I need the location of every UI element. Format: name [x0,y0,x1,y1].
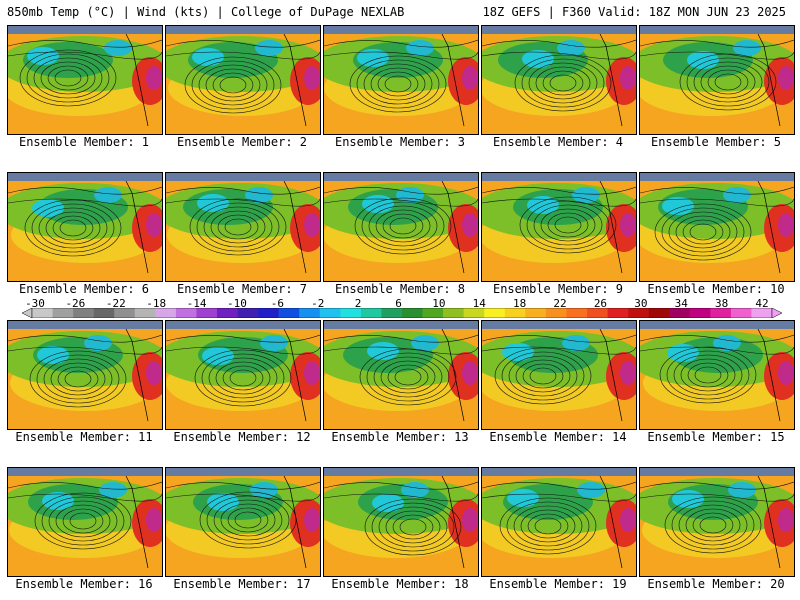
temperature-map [8,468,162,576]
ensemble-map-panel [639,25,795,135]
ensemble-member-caption: Ensemble Member: 18 [331,577,469,591]
ensemble-member-caption: Ensemble Member: 16 [15,577,153,591]
ensemble-member-caption: Ensemble Member: 2 [176,135,308,149]
temperature-map [482,26,636,134]
ensemble-member-caption: Ensemble Member: 6 [18,282,150,296]
colorbar-tick: 34 [674,297,688,310]
ensemble-map-panel [481,172,637,282]
ensemble-map-panel [165,172,321,282]
ensemble-map-panel [7,467,163,577]
ensemble-member-caption: Ensemble Member: 13 [331,430,469,444]
colorbar-tick: -14 [186,297,207,310]
temperature-map [640,26,794,134]
ensemble-member-caption: Ensemble Member: 1 [18,135,150,149]
ensemble-map-panel [481,320,637,430]
colorbar-tick: 2 [354,297,362,310]
ensemble-map-panel [165,467,321,577]
ensemble-map-panel [7,320,163,430]
ensemble-map-panel [7,172,163,282]
temperature-colorbar [22,308,782,318]
colorbar-tick: 18 [513,297,527,310]
ensemble-member-caption: Ensemble Member: 3 [334,135,466,149]
colorbar-tick: 10 [432,297,446,310]
ensemble-member-caption: Ensemble Member: 12 [173,430,311,444]
colorbar-tick: -6 [270,297,284,310]
ensemble-map-panel [165,320,321,430]
colorbar-tick: 22 [553,297,567,310]
temperature-map [324,173,478,281]
temperature-map [640,468,794,576]
temperature-map [482,321,636,429]
temperature-map [324,321,478,429]
ensemble-map-panel [323,467,479,577]
colorbar-tick: 26 [593,297,608,310]
ensemble-member-caption: Ensemble Member: 14 [489,430,627,444]
temperature-map [166,468,320,576]
ensemble-map-panel [7,25,163,135]
colorbar-tick: 42 [755,297,769,310]
colorbar-tick: 30 [634,297,648,310]
colorbar-tick: 38 [714,297,729,310]
temperature-map [166,26,320,134]
ensemble-map-panel [481,25,637,135]
ensemble-member-caption: Ensemble Member: 17 [173,577,311,591]
temperature-map [8,26,162,134]
temperature-map [482,173,636,281]
ensemble-map-panel [481,467,637,577]
temperature-map [8,321,162,429]
colorbar-tick: -18 [146,297,167,310]
colorbar-tick: -30 [25,297,45,310]
ensemble-member-caption: Ensemble Member: 9 [492,282,624,296]
ensemble-map-panel [639,320,795,430]
temperature-map [324,468,478,576]
colorbar-tick: 14 [472,297,486,310]
colorbar-tick: 6 [395,297,402,310]
ensemble-member-caption: Ensemble Member: 10 [647,282,785,296]
ensemble-member-caption: Ensemble Member: 15 [647,430,785,444]
ensemble-member-caption: Ensemble Member: 19 [489,577,627,591]
ensemble-member-caption: Ensemble Member: 4 [492,135,624,149]
ensemble-map-panel [323,320,479,430]
ensemble-member-caption: Ensemble Member: 8 [334,282,466,296]
ensemble-member-caption: Ensemble Member: 5 [650,135,782,149]
colorbar-tick: -22 [105,297,126,310]
ensemble-member-caption: Ensemble Member: 11 [15,430,153,444]
temperature-map [324,26,478,134]
temperature-map [166,321,320,429]
ensemble-map-panel [639,467,795,577]
temperature-map [166,173,320,281]
temperature-map [482,468,636,576]
temperature-map [8,173,162,281]
header-title: 850mb Temp (°C) | Wind (kts) | College o… [7,5,405,19]
ensemble-member-caption: Ensemble Member: 7 [176,282,308,296]
colorbar-tick: -10 [227,297,247,310]
colorbar-tick: -26 [65,297,86,310]
temperature-map [640,321,794,429]
header-valid-time: 18Z GEFS | F360 Valid: 18Z MON JUN 23 20… [482,5,786,19]
temperature-map [640,173,794,281]
ensemble-map-panel [323,172,479,282]
ensemble-member-caption: Ensemble Member: 20 [647,577,785,591]
ensemble-map-panel [323,25,479,135]
ensemble-map-panel [165,25,321,135]
ensemble-map-panel [639,172,795,282]
colorbar-tick: -2 [311,297,325,310]
